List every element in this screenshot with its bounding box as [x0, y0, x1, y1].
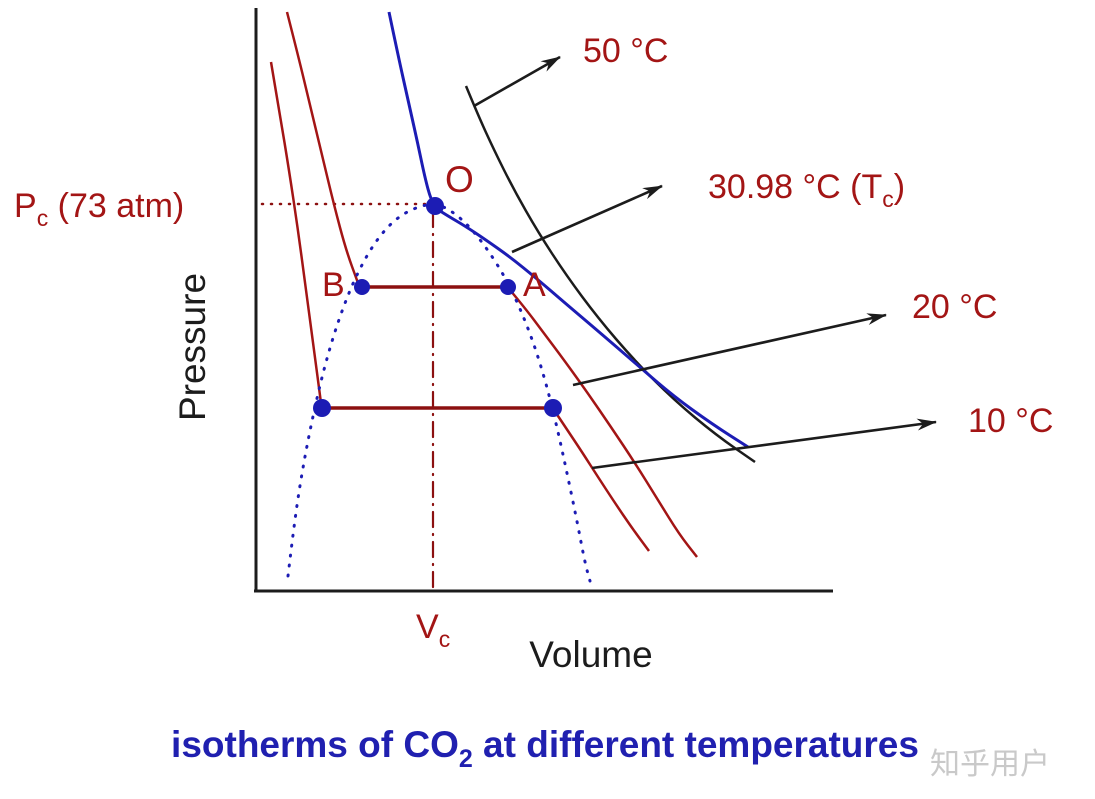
arrow-3098c	[511, 184, 663, 254]
critical-pressure-label: Pc (73 atm)	[14, 187, 184, 231]
arrow-50c	[473, 55, 561, 108]
watermark: 知乎用户	[930, 748, 1050, 781]
isotherm-20c-gas	[509, 289, 698, 558]
isotherm-3098c-label: 30.98 °C (Tc)	[708, 168, 905, 212]
isotherm-20c-label: 20 °C	[912, 288, 997, 326]
tie-10c-left-dot	[313, 399, 331, 417]
isotherm-critical	[387, 11, 749, 449]
critical-point-dot	[426, 197, 444, 215]
point-A-dot	[500, 279, 516, 295]
critical-point-label: O	[445, 159, 474, 200]
arrow-20c	[572, 313, 887, 387]
point-B-label: B	[322, 266, 345, 304]
isotherm-50c	[464, 85, 756, 464]
isotherm-10c-gas	[554, 412, 651, 552]
point-B-dot	[354, 279, 370, 295]
point-A-label: A	[523, 266, 546, 304]
arrow-10c	[591, 418, 937, 470]
isotherm-50c-label: 50 °C	[583, 32, 668, 70]
critical-volume-label: Vc	[416, 608, 450, 652]
x-axis-label: Volume	[529, 634, 652, 675]
isotherm-10c-label: 10 °C	[968, 402, 1053, 440]
isotherm-20c-liquid	[285, 11, 360, 284]
coexistence-dome	[286, 203, 592, 583]
isotherm-10c-liquid	[269, 61, 323, 404]
y-axis-label: Pressure	[172, 273, 213, 421]
curves-layer	[254, 8, 937, 593]
tie-10c-right-dot	[544, 399, 562, 417]
figure-caption: isotherms of CO2 at different temperatur…	[171, 724, 919, 773]
